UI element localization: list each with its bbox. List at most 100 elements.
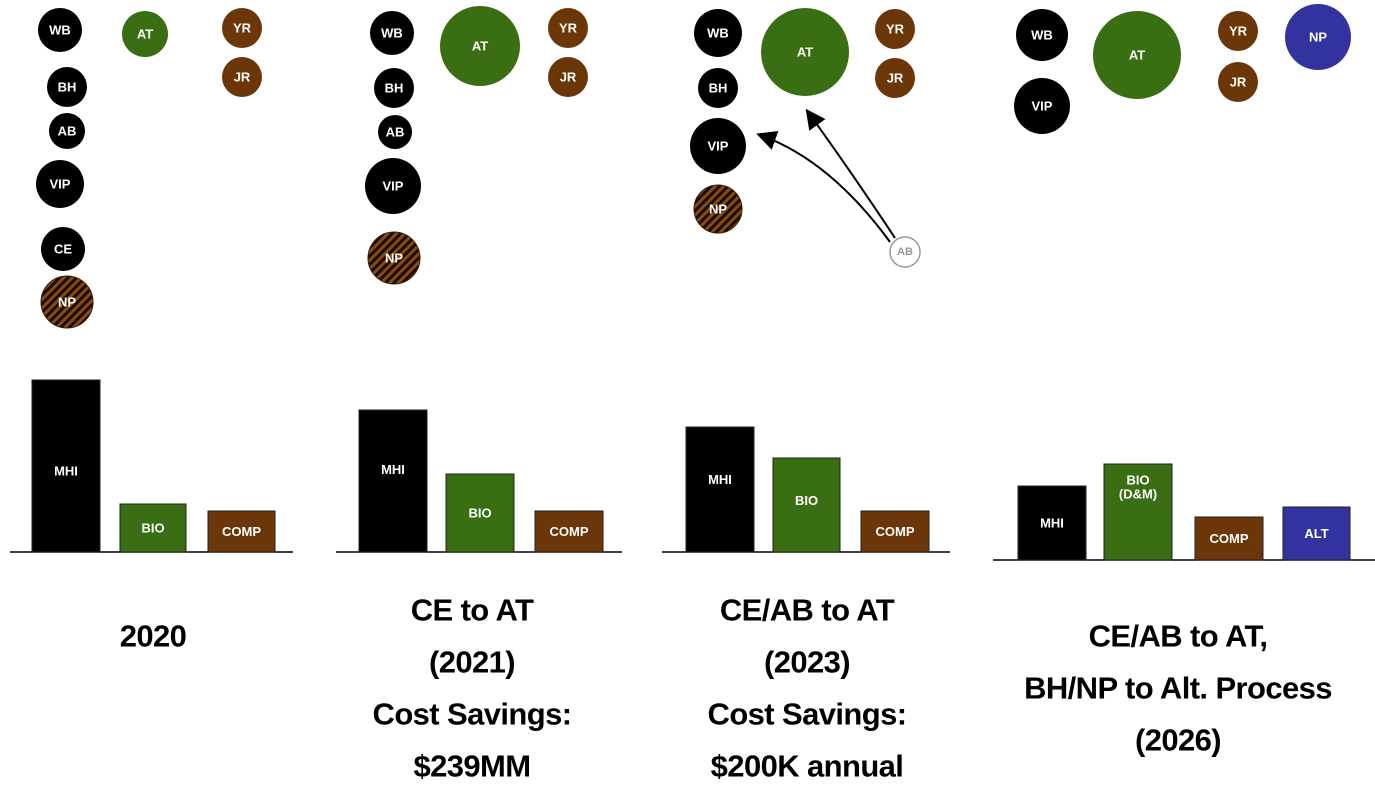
panel: WB BH AB VIP CE NP AT YR JR MHI BIO COMP 2020 (10, 8, 293, 654)
circle-label: BH (709, 81, 728, 96)
caption-line: $200K annual (711, 749, 904, 784)
circle (41, 227, 85, 271)
arrow (805, 108, 896, 239)
caption-line: CE/AB to AT, (1089, 619, 1268, 654)
circle-label: CE (54, 242, 72, 257)
bar-label: BIO (1126, 473, 1149, 488)
bar-label: MHI (1040, 516, 1064, 531)
circle-label: NP (709, 202, 727, 217)
circle (47, 67, 87, 107)
caption-line: (2021) (429, 645, 515, 680)
circle (548, 8, 588, 48)
circle-label: YR (886, 22, 905, 37)
circle (440, 6, 520, 86)
circle-label: NP (385, 251, 403, 266)
bar-label: MHI (708, 472, 732, 487)
bar (358, 409, 428, 553)
circle (36, 160, 84, 208)
circle (698, 68, 738, 108)
circle (38, 8, 82, 52)
caption-line: (2023) (764, 645, 850, 680)
caption-line: CE to AT (411, 593, 534, 628)
circle (1016, 9, 1068, 61)
circle (761, 8, 849, 96)
circle (1014, 78, 1070, 134)
bar (207, 510, 276, 553)
bar (1194, 516, 1264, 561)
circle-label: YR (559, 21, 578, 36)
circle-label: WB (49, 23, 71, 38)
circle (1093, 11, 1181, 99)
circle-label: AB (897, 246, 913, 258)
circle (374, 68, 414, 108)
circle-label: NP (1309, 30, 1327, 45)
circle (370, 11, 414, 55)
caption-line: Cost Savings: (708, 697, 907, 732)
circle-label: WB (381, 26, 403, 41)
circle (694, 9, 742, 57)
circle-label: WB (1031, 28, 1053, 43)
circle (222, 8, 262, 48)
caption-line: $239MM (413, 749, 530, 784)
caption-line: (2026) (1135, 723, 1221, 758)
bar-sublabel: (D&M) (1119, 487, 1157, 502)
circle (690, 118, 746, 174)
bar-label: COMP (222, 524, 261, 539)
circle (1218, 11, 1258, 51)
circle-label: VIP (383, 179, 404, 194)
circle-label: JR (887, 71, 904, 86)
bar (445, 473, 515, 553)
panel: WB VIP AT YR JR NP MHI BIO(D&M) COMP ALT CE/AB to … (993, 4, 1375, 758)
caption-line: BH/NP to Alt. Process (1024, 671, 1332, 706)
bar (534, 510, 604, 553)
bar (860, 510, 930, 553)
circle-label: JR (1230, 75, 1247, 90)
circle (889, 236, 921, 268)
circle-label: AB (58, 124, 77, 139)
circle-label: BH (385, 81, 404, 96)
caption-line: CE/AB to AT (720, 593, 895, 628)
circle-label: AT (1129, 48, 1145, 63)
bar (685, 426, 755, 553)
circle (875, 58, 915, 98)
bar (1103, 463, 1173, 561)
circle-label: AB (386, 125, 405, 140)
circle-label: YR (1229, 24, 1248, 39)
bar-label: MHI (54, 464, 78, 479)
circle-label: VIP (708, 139, 729, 154)
caption-line: Cost Savings: (373, 697, 572, 732)
bar (1282, 506, 1351, 561)
bar (772, 457, 841, 553)
circle-label: VIP (1032, 99, 1053, 114)
bar-label: COMP (1210, 531, 1249, 546)
circle-label: JR (234, 70, 251, 85)
circle (222, 57, 262, 97)
circle-label: AT (472, 39, 488, 54)
bar-label: COMP (876, 524, 915, 539)
circle-label: JR (560, 70, 577, 85)
bar-label: BIO (468, 506, 491, 521)
circle (122, 11, 168, 57)
circle (1218, 62, 1258, 102)
bar (31, 379, 101, 553)
circle-label: AT (797, 45, 813, 60)
circle (367, 231, 421, 285)
circle (49, 113, 85, 149)
bar-label: BIO (141, 521, 164, 536)
circle-label: AT (137, 27, 153, 42)
arrow (756, 130, 891, 243)
panel: WB BH AB VIP NP AT YR JR MHI BIO COMP CE to AT (2021… (336, 6, 622, 784)
bar-label: BIO (795, 493, 818, 508)
circle (1285, 4, 1351, 70)
circle-label: NP (58, 295, 76, 310)
bar-label: ALT (1304, 526, 1328, 541)
bar-label: MHI (381, 462, 405, 477)
circle (548, 57, 588, 97)
circle-label: WB (707, 26, 729, 41)
circle (378, 115, 412, 149)
circle-label: VIP (50, 177, 71, 192)
circle (40, 275, 94, 329)
panel: WB BH VIP NP AT YR JR AB MHI BIO COMP CE/AB to AT (2… (662, 8, 950, 784)
circle (693, 184, 743, 234)
